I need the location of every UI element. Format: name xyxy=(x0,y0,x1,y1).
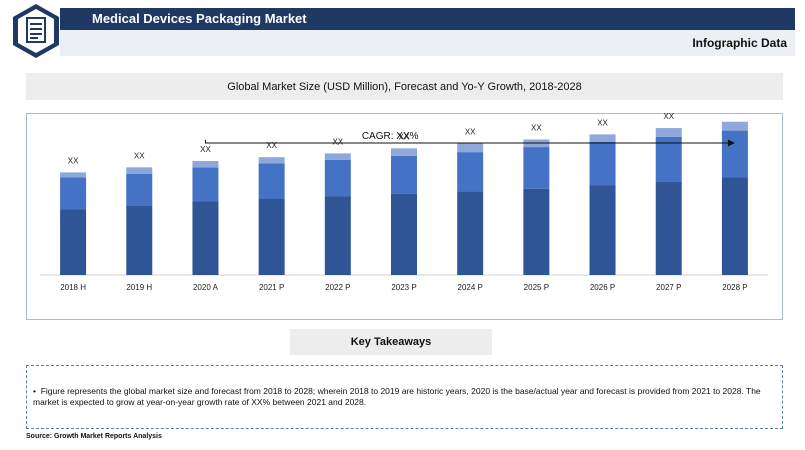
bar-segment-2 xyxy=(655,136,682,182)
page-title: Medical Devices Packaging Market xyxy=(92,11,307,26)
data-label: XX xyxy=(200,145,211,154)
bar-segment-1 xyxy=(324,196,351,275)
x-tick-label: 2021 P xyxy=(259,283,284,292)
document-icon xyxy=(13,4,59,58)
bar-segment-2 xyxy=(589,142,616,186)
data-label: XX xyxy=(465,127,476,136)
data-label: XX xyxy=(134,151,145,160)
note-box xyxy=(26,365,783,429)
takeaway-text: Figure represents the global market size… xyxy=(33,386,761,407)
bullet: • xyxy=(33,386,36,396)
bar-segment-1 xyxy=(523,188,550,275)
bar-chart: XX 2018 H XX 2019 H XX 2020 A XX 2021 P XX 2022 P… xyxy=(40,113,768,292)
bar-segment-3 xyxy=(192,161,219,168)
source-note: Source: Growth Market Reports Analysis xyxy=(26,433,162,440)
chart-title-box xyxy=(26,73,783,100)
bar-segment-1 xyxy=(391,193,417,275)
bar-segment-3 xyxy=(721,121,748,131)
x-tick-label: 2020 A xyxy=(193,283,219,292)
cagr-arrow-head xyxy=(727,139,735,147)
x-tick-label: 2018 H xyxy=(60,283,86,292)
bar-segment-1 xyxy=(589,185,616,275)
data-label: XX xyxy=(531,123,542,132)
data-label: XX xyxy=(68,156,79,165)
x-tick-label: 2023 P xyxy=(391,283,416,292)
x-tick-label: 2022 P xyxy=(325,283,350,292)
bar-segment-2 xyxy=(721,130,748,178)
x-tick-label: 2019 H xyxy=(126,283,152,292)
x-tick-label: 2026 P xyxy=(590,283,615,292)
key-takeaways-title: Key Takeaways xyxy=(350,336,432,348)
bar-segment-2 xyxy=(324,159,351,197)
bar-segment-3 xyxy=(258,157,285,164)
data-label: XX xyxy=(663,113,674,121)
bar-segment-3 xyxy=(126,167,153,174)
bar-segment-2 xyxy=(126,173,153,206)
takeaway-note: • Figure represents the global market si… xyxy=(33,386,769,408)
bar-segment-1 xyxy=(192,201,219,275)
bar-segment-2 xyxy=(60,177,87,210)
bar-segment-1 xyxy=(60,209,87,275)
bar-segment-1 xyxy=(721,177,748,275)
bar-segment-2 xyxy=(192,167,219,202)
x-tick-label: 2025 P xyxy=(524,283,549,292)
data-label: XX xyxy=(597,118,608,127)
bar-segment-3 xyxy=(60,172,87,178)
bar-segment-1 xyxy=(258,199,285,275)
cagr-arrow-line xyxy=(204,140,729,144)
bar-segment-3 xyxy=(324,153,351,160)
chart-frame xyxy=(26,113,783,320)
bar-segment-3 xyxy=(457,143,484,153)
x-tick-label: 2024 P xyxy=(458,283,483,292)
bar-segment-3 xyxy=(391,148,417,156)
bar-segment-1 xyxy=(126,205,153,275)
data-label: XX xyxy=(332,137,343,146)
x-tick-label: 2028 P xyxy=(722,283,747,292)
chart-title: Global Market Size (USD Million), Foreca… xyxy=(227,81,582,93)
bar-segment-3 xyxy=(589,134,616,142)
key-takeaways-box xyxy=(290,329,492,355)
data-label: XX xyxy=(266,141,277,150)
infographic-label: Infographic Data xyxy=(692,36,787,50)
bar-segment-3 xyxy=(655,128,682,137)
bar-segment-1 xyxy=(655,181,682,275)
bar-segment-2 xyxy=(457,152,484,192)
cagr-label: CAGR: XX% xyxy=(362,131,419,142)
header-bar xyxy=(60,8,795,30)
bar-segment-2 xyxy=(523,147,550,189)
bar-segment-1 xyxy=(457,191,484,275)
data-label: XX xyxy=(399,132,410,141)
data-label: XX xyxy=(730,113,741,115)
header-subbar xyxy=(60,30,795,56)
x-tick-label: 2027 P xyxy=(656,283,681,292)
bar-segment-2 xyxy=(391,155,417,194)
bar-segment-2 xyxy=(258,163,285,199)
